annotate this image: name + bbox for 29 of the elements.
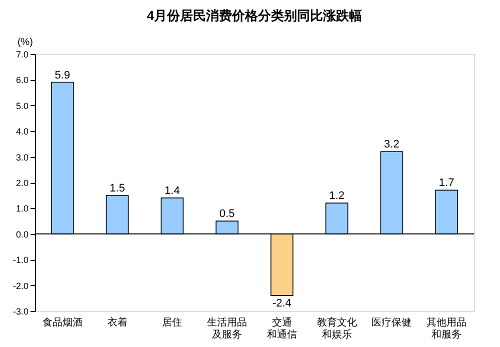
- x-tick-label: 生活用品及服务: [207, 316, 248, 340]
- data-label: 1.2: [329, 190, 344, 202]
- data-label: 1.5: [110, 182, 125, 194]
- data-label: 1.7: [438, 177, 454, 190]
- y-tick-label: -3.0: [12, 306, 28, 316]
- y-tick-label: 7.0: [16, 50, 28, 60]
- y-tick-label: -1.0: [12, 255, 28, 266]
- x-tick-label: 交通和通信: [266, 316, 297, 340]
- chart-title: 4月份居民消费价格分类别同比涨跌幅: [146, 8, 362, 23]
- data-label: 1.4: [164, 184, 180, 197]
- data-label: 3.2: [384, 138, 400, 151]
- y-tick-label: 0.0: [16, 229, 28, 240]
- y-tick-label: 2.0: [16, 178, 28, 188]
- y-tick-label: 6.0: [16, 75, 28, 86]
- y-tick-label: -2.0: [12, 280, 28, 291]
- data-label: 0.5: [219, 208, 235, 220]
- x-tick-label: 医疗保健: [372, 316, 412, 328]
- x-tick-label: 食品烟酒: [42, 316, 82, 328]
- x-tick-label: 衣着: [107, 316, 128, 328]
- y-tick-label: 1.0: [16, 204, 28, 214]
- x-tick-label: 居住: [162, 318, 182, 328]
- y-tick-label: 3.0: [16, 152, 28, 162]
- y-axis-title: (%): [17, 37, 33, 48]
- y-tick-label: 5.0: [16, 100, 28, 111]
- x-tick-label: 其他用品和服务: [426, 316, 467, 340]
- y-tick-label: 4.0: [16, 126, 28, 137]
- data-label: 5.9: [54, 69, 70, 82]
- x-tick-label: 教育文化和娱乐: [316, 316, 357, 340]
- data-label: -2.4: [272, 298, 292, 310]
